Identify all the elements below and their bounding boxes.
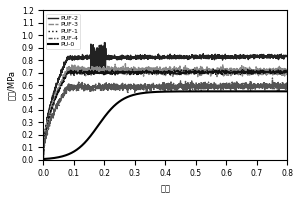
- PUF-1: [234, 71, 237, 74]
- PUF-3: [154, 70, 157, 72]
- PU-0: [154, 91, 157, 93]
- PUF-2: [103, 41, 106, 44]
- PUF-3: [124, 62, 127, 65]
- X-axis label: 应变: 应变: [160, 184, 170, 193]
- PU-0: [54, 157, 58, 159]
- PUF-4: [160, 87, 164, 89]
- PUF-1: [110, 67, 114, 70]
- PUF-1: [278, 73, 282, 75]
- PUF-4: [233, 83, 237, 85]
- PUF-3: [285, 70, 289, 72]
- PUF-2: [41, 159, 45, 161]
- PUF-2: [278, 55, 282, 57]
- PUF-3: [41, 155, 45, 158]
- Y-axis label: 应力/MPa: 应力/MPa: [7, 70, 16, 100]
- PUF-4: [278, 82, 282, 85]
- PU-0: [41, 158, 45, 160]
- PU-0: [285, 90, 289, 93]
- PUF-4: [54, 106, 58, 108]
- PUF-4: [285, 89, 289, 91]
- PU-0: [278, 90, 282, 93]
- Line: PUF-1: PUF-1: [43, 69, 287, 158]
- Line: PUF-3: PUF-3: [43, 64, 287, 156]
- PU-0: [278, 90, 282, 93]
- PU-0: [233, 90, 237, 93]
- PUF-3: [160, 70, 164, 72]
- PUF-4: [41, 158, 45, 161]
- PUF-2: [278, 53, 282, 56]
- Line: PUF-2: PUF-2: [43, 43, 287, 160]
- Legend: PUF-2, PUF-3, PUF-1, PUF-4, PU-0: PUF-2, PUF-3, PUF-1, PUF-4, PU-0: [46, 14, 80, 49]
- PUF-1: [41, 157, 45, 159]
- PUF-1: [285, 69, 289, 72]
- PUF-4: [271, 77, 274, 79]
- PUF-3: [234, 69, 237, 72]
- Line: PU-0: PU-0: [43, 91, 287, 159]
- PUF-1: [278, 72, 282, 75]
- PUF-1: [154, 70, 157, 73]
- PUF-2: [54, 87, 58, 89]
- PUF-3: [278, 68, 282, 71]
- PUF-3: [278, 71, 282, 73]
- PUF-2: [234, 55, 237, 57]
- PUF-1: [160, 73, 164, 76]
- PUF-2: [160, 55, 164, 58]
- PUF-1: [54, 96, 58, 98]
- PU-0: [160, 90, 164, 93]
- PUF-4: [278, 85, 282, 88]
- Line: PUF-4: PUF-4: [43, 78, 287, 160]
- PUF-2: [154, 56, 157, 59]
- PUF-3: [54, 95, 58, 97]
- PUF-2: [285, 54, 289, 57]
- PUF-4: [154, 86, 157, 88]
